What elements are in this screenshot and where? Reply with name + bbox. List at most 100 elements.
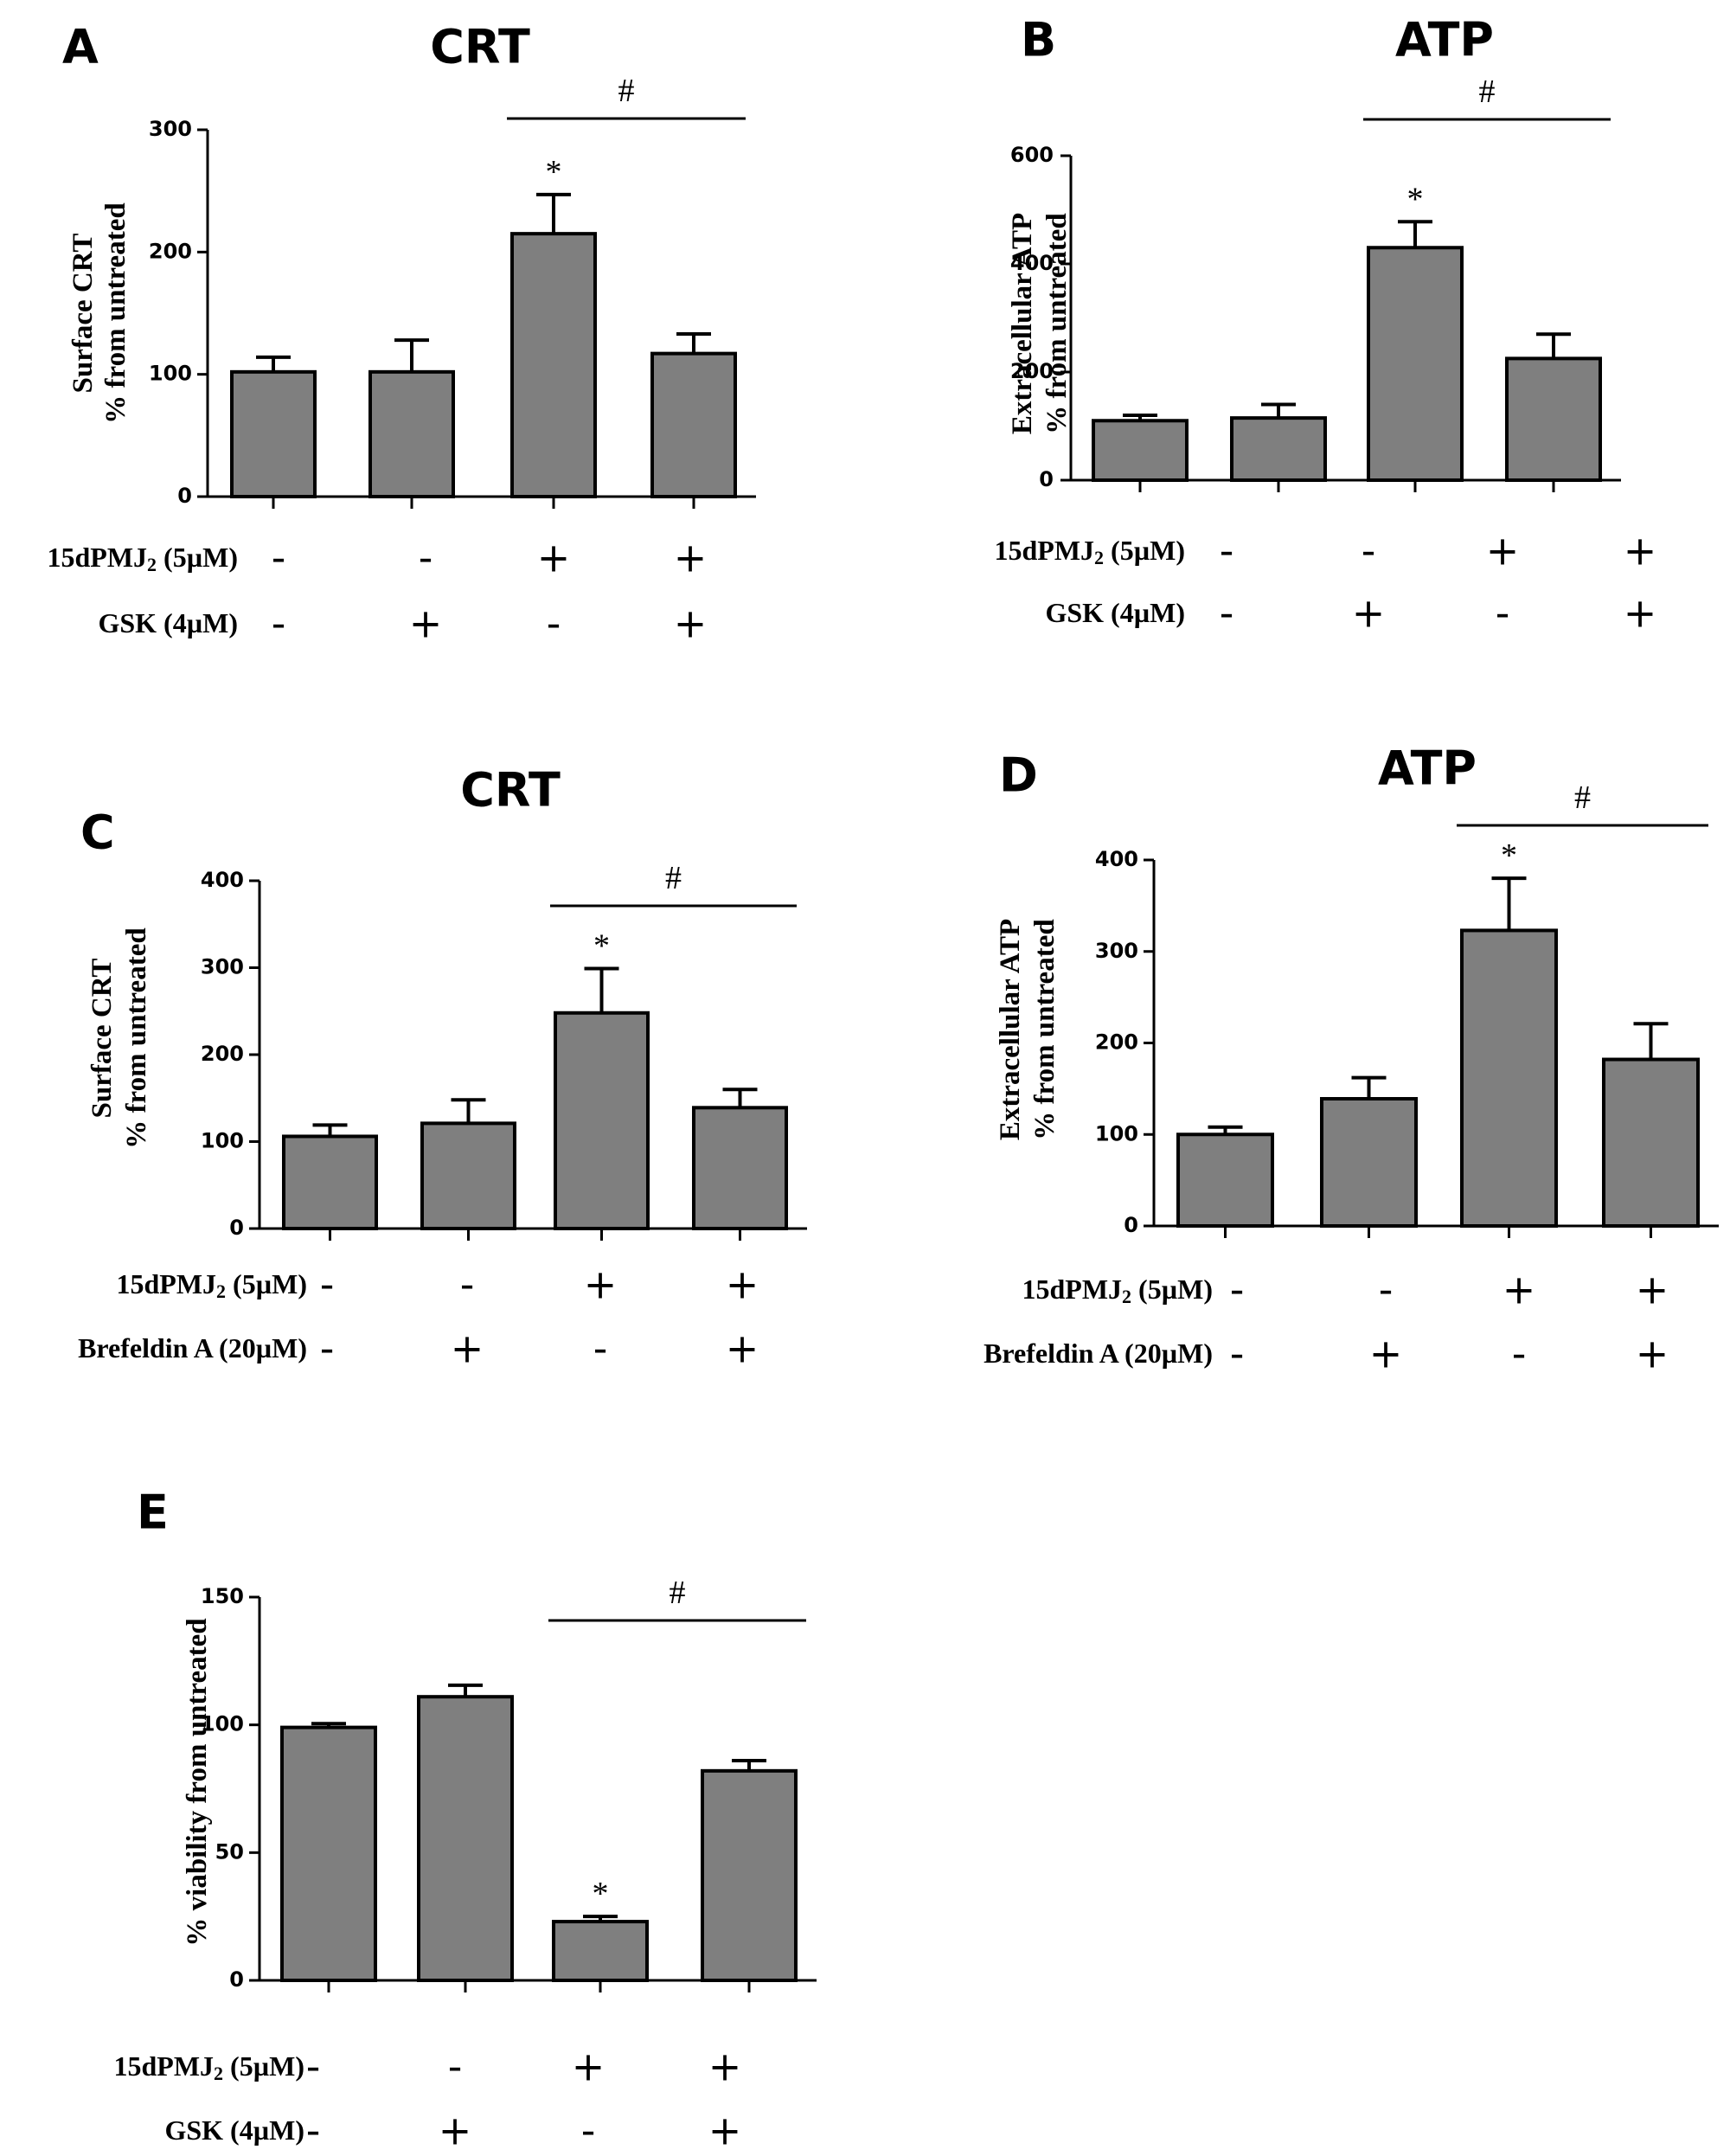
condition-plus: + <box>584 1261 618 1308</box>
bar <box>701 1768 798 1982</box>
bar <box>368 369 455 498</box>
bar <box>650 351 737 499</box>
condition-minus: - <box>1220 528 1234 574</box>
y-tick-label: 400 <box>201 868 244 892</box>
bar <box>230 369 317 498</box>
bar <box>1176 1133 1274 1228</box>
bar <box>1367 246 1464 482</box>
condition-label-text: GSK (4µM) <box>1045 597 1185 628</box>
condition-plus: + <box>537 535 571 581</box>
condition-label-text: Brefeldin A (20µM) <box>984 1338 1213 1369</box>
y-tick-label: 100 <box>1095 1121 1138 1145</box>
condition-minus: - <box>1362 528 1376 574</box>
y-tick-label: 100 <box>201 1129 244 1153</box>
panel-title: ATP <box>1378 741 1477 796</box>
condition-label-text: 15dPMJ <box>995 535 1095 566</box>
y-axis-label: % from untreated <box>100 202 131 423</box>
y-axis-label: Surface CRT <box>67 234 99 394</box>
condition-plus: + <box>674 535 708 581</box>
condition-label: 15dPMJ2 (5µM) <box>114 2050 305 2083</box>
condition-suffix: (5µM) <box>226 1268 307 1299</box>
significance-star: * <box>1407 181 1424 217</box>
condition-label: Brefeldin A (20µM) <box>984 1338 1213 1369</box>
y-tick-label: 0 <box>1039 467 1054 491</box>
panel-c: C CRT Surface CRT% from untreated 0 100 200 30… <box>78 763 807 1372</box>
bar <box>692 1106 788 1231</box>
y-axis-label: Extracellular ATP <box>1007 213 1038 434</box>
panel-d: D ATP Extracellular ATP% from untreated 0 10… <box>984 741 1719 1377</box>
y-tick-label: 400 <box>1095 847 1138 871</box>
condition-plus: + <box>1369 1331 1403 1377</box>
condition-plus: + <box>1486 528 1520 574</box>
panel-letter: C <box>80 805 115 860</box>
condition-minus: - <box>1496 590 1510 637</box>
bar <box>420 1121 516 1231</box>
condition-plus: + <box>708 2108 742 2154</box>
y-axis-label: % from untreated <box>1041 213 1073 433</box>
y-axis-label: Extracellular ATP <box>995 919 1026 1140</box>
y-tick-label: 400 <box>1010 251 1054 275</box>
bracket-label: # <box>670 1575 686 1611</box>
panel-title: CRT <box>460 763 561 818</box>
bracket-label: # <box>1479 74 1496 110</box>
y-axis-label: Surface CRT <box>86 959 118 1119</box>
condition-plus: + <box>1624 528 1657 574</box>
condition-minus: - <box>1379 1267 1394 1313</box>
condition-minus: - <box>272 535 286 581</box>
y-tick-label: 200 <box>201 1042 244 1066</box>
condition-minus: - <box>448 2044 463 2090</box>
condition-subscript: 2 <box>214 2063 223 2084</box>
condition-label-text: Brefeldin A (20µM) <box>78 1332 307 1364</box>
y-axis-label: % from untreated <box>121 927 152 1148</box>
significance-star: * <box>593 1876 609 1912</box>
condition-label-text: 15dPMJ <box>1022 1274 1123 1305</box>
condition-plus: + <box>708 2044 742 2090</box>
y-tick-label: 0 <box>177 484 192 508</box>
panel-e: E % viability from untreated 0 50 100 150 * #15… <box>114 1485 817 2154</box>
condition-suffix: (5µM) <box>157 542 238 573</box>
condition-plus: + <box>726 1325 759 1372</box>
condition-suffix: (5µM) <box>1104 535 1185 566</box>
y-tick-label: 100 <box>149 362 192 386</box>
condition-label: 15dPMJ2 (5µM) <box>1022 1274 1214 1306</box>
bracket-label: # <box>665 860 682 896</box>
y-tick-label: 200 <box>1010 359 1054 383</box>
panel-letter: B <box>1021 13 1056 67</box>
significance-star: * <box>546 154 562 190</box>
bar <box>1505 356 1602 482</box>
y-tick-label: 300 <box>149 117 192 141</box>
condition-label: GSK (4µM) <box>164 2114 304 2146</box>
condition-subscript: 2 <box>1122 1286 1131 1307</box>
condition-label-text: GSK (4µM) <box>98 607 238 638</box>
condition-minus: - <box>320 1325 335 1372</box>
panel-letter: E <box>137 1485 169 1540</box>
panel-title: ATP <box>1395 13 1494 67</box>
condition-plus: + <box>726 1261 759 1308</box>
y-tick-label: 0 <box>1124 1213 1138 1237</box>
bar <box>552 1920 649 1982</box>
condition-minus: - <box>460 1261 475 1308</box>
bracket-label: # <box>618 73 635 109</box>
condition-minus: - <box>272 600 286 647</box>
condition-label-text: 15dPMJ <box>117 1268 217 1299</box>
condition-subscript: 2 <box>147 554 157 575</box>
condition-label: 15dPMJ2 (5µM) <box>117 1268 308 1301</box>
condition-subscript: 2 <box>216 1280 226 1302</box>
bar <box>1602 1057 1700 1229</box>
condition-minus: - <box>306 2108 321 2154</box>
condition-label-text: GSK (4µM) <box>164 2114 304 2146</box>
y-tick-label: 50 <box>215 1839 244 1864</box>
condition-plus: + <box>439 2108 472 2154</box>
bar <box>1460 928 1558 1228</box>
condition-minus: - <box>1230 1331 1245 1377</box>
condition-minus: - <box>581 2108 596 2154</box>
y-tick-label: 300 <box>1095 939 1138 963</box>
bar <box>510 232 597 498</box>
panel-a: A CRT Surface CRT% from untreated 0 100 200 30… <box>48 20 756 647</box>
condition-plus: + <box>1352 590 1386 637</box>
condition-label-text: 15dPMJ <box>114 2050 215 2082</box>
y-axis-label: % from untreated <box>1029 919 1060 1139</box>
bar <box>417 1695 514 1983</box>
y-tick-label: 300 <box>201 955 244 979</box>
significance-star: * <box>593 928 610 965</box>
